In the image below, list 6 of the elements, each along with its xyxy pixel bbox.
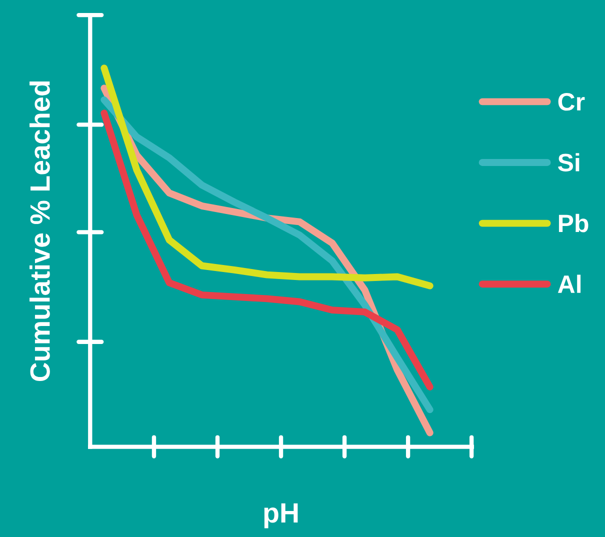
legend-label: Pb (558, 214, 588, 232)
legend-label: Si (558, 153, 580, 172)
legend-label: Cr (558, 92, 585, 111)
legend-label: Al (558, 274, 581, 293)
x-axis-title: pH (264, 503, 298, 528)
y-axis-title: Cumulative % Leached (30, 81, 50, 382)
